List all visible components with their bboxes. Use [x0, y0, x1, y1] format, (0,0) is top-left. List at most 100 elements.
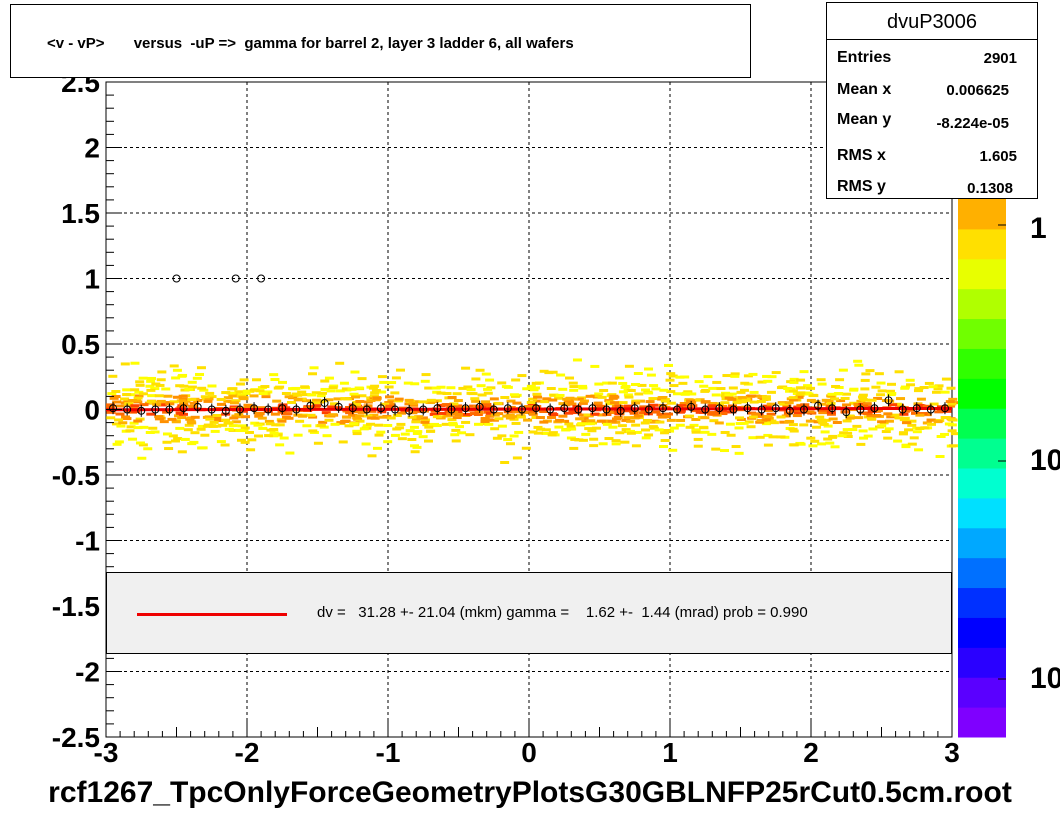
profile-point — [362, 405, 371, 414]
palette-cell — [958, 288, 1006, 320]
density-cell — [691, 428, 701, 432]
density-cell — [748, 415, 758, 419]
outlier-point — [172, 274, 181, 283]
density-cell — [418, 435, 428, 439]
palette-cell — [958, 199, 1006, 230]
density-cell — [871, 385, 881, 389]
density-cell — [309, 430, 319, 434]
density-cell — [176, 411, 186, 415]
profile-point — [405, 406, 414, 415]
density-cell — [624, 364, 634, 368]
density-cell — [857, 395, 867, 399]
density-cell — [756, 399, 766, 403]
profile-point — [447, 405, 456, 414]
profile-point — [743, 404, 752, 413]
density-cell — [947, 418, 957, 422]
fit-legend: dv = 31.28 +- 21.04 (mkm) gamma = 1.62 +… — [106, 572, 952, 654]
density-cell — [207, 384, 217, 388]
density-cell — [858, 393, 868, 397]
density-cell — [826, 412, 836, 416]
density-cell — [255, 389, 265, 393]
density-cell — [611, 439, 621, 443]
density-cell — [269, 373, 279, 377]
profile-point — [503, 404, 512, 413]
density-cell — [693, 437, 703, 441]
density-cell — [657, 396, 667, 400]
density-cell — [779, 402, 789, 406]
density-cell — [234, 390, 244, 394]
density-cell — [630, 382, 640, 386]
density-cell — [859, 404, 869, 408]
density-cell — [532, 392, 542, 396]
density-cell — [517, 415, 527, 419]
palette-cell — [958, 617, 1006, 648]
density-cell — [865, 369, 875, 373]
density-cell — [127, 398, 137, 402]
x-tick-label: 2 — [803, 737, 819, 768]
density-cell — [555, 418, 565, 422]
palette-label: 10 — [1030, 662, 1060, 695]
density-cell — [840, 396, 850, 400]
density-cell — [181, 399, 191, 403]
profile-point — [870, 404, 879, 413]
density-cell — [660, 431, 670, 435]
density-cell — [427, 423, 437, 427]
density-cell — [374, 423, 384, 427]
density-cell — [929, 402, 939, 406]
density-cell — [866, 414, 876, 418]
density-cell — [933, 420, 943, 424]
profile-point — [842, 408, 851, 417]
density-cell — [764, 416, 774, 420]
density-cell — [503, 385, 513, 389]
density-cell — [131, 409, 141, 413]
density-cell — [931, 390, 941, 394]
density-cell — [147, 376, 157, 380]
density-cell — [367, 409, 377, 413]
density-cell — [134, 394, 144, 398]
density-cell — [383, 440, 393, 444]
density-cell — [794, 395, 804, 399]
density-cell — [145, 430, 155, 434]
density-cell — [688, 404, 698, 408]
density-cell — [352, 432, 362, 436]
density-cell — [469, 412, 479, 416]
color-palette: 1 10 10 — [958, 199, 1060, 738]
density-cell — [569, 385, 579, 389]
density-cell — [174, 414, 184, 418]
density-cell — [739, 388, 749, 392]
density-cell — [411, 420, 421, 424]
density-cell — [466, 391, 476, 395]
density-cell — [122, 388, 132, 392]
density-cell — [607, 381, 617, 385]
density-cell — [727, 397, 737, 401]
density-cell — [250, 421, 260, 425]
density-cell — [147, 394, 157, 398]
density-cell — [212, 424, 222, 428]
density-cell — [544, 371, 554, 375]
profile-point — [320, 398, 329, 407]
density-cell — [526, 401, 536, 405]
density-cell — [150, 387, 160, 391]
density-cell — [899, 412, 909, 416]
density-cell — [756, 419, 766, 423]
density-cell — [604, 437, 614, 441]
density-cell — [848, 428, 858, 432]
density-cell — [735, 422, 745, 426]
density-cell — [366, 416, 376, 420]
profile-point — [701, 405, 710, 414]
density-cell — [318, 399, 328, 403]
density-cell — [248, 405, 258, 409]
density-cell — [830, 397, 840, 401]
density-cell — [372, 396, 382, 400]
density-cell — [556, 373, 566, 377]
density-cell — [326, 389, 336, 393]
density-cell — [805, 419, 815, 423]
density-cell — [353, 417, 363, 421]
density-cell — [907, 442, 917, 446]
density-cell — [584, 427, 594, 431]
density-cell — [607, 393, 617, 397]
density-cell — [611, 417, 621, 421]
density-cell — [626, 431, 636, 435]
density-cell — [940, 416, 950, 420]
density-cell — [900, 416, 910, 420]
